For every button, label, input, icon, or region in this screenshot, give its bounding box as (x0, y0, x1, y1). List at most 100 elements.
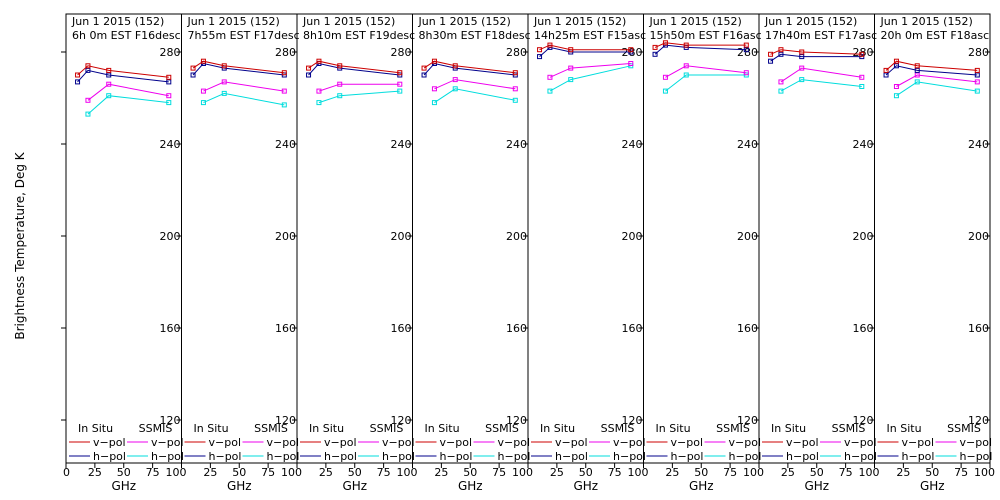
legend-in-situ-title: In Situ (425, 422, 460, 435)
y-tick-label: 120 (391, 414, 412, 427)
panel-title-time: 8h30m EST F18desc (419, 29, 531, 42)
y-tick-label: 160 (506, 322, 527, 335)
insitu-h-pol-point (893, 63, 899, 69)
ssmis-h-pol-point (337, 93, 343, 99)
ssmis-v-pol-point (221, 79, 227, 85)
insitu-h-pol-point (652, 51, 658, 57)
x-tick-label: 50 (810, 466, 824, 479)
insitu-v-pol-point (547, 42, 553, 48)
x-tick-label: 50 (694, 466, 708, 479)
y-tick-label: 280 (968, 46, 989, 59)
ssmis-h-pol-point (431, 100, 437, 106)
ssmis-h-pol-point (859, 84, 865, 89)
legend-ssmis-v-label: v−pol (151, 436, 184, 449)
y-tick-label: 200 (737, 230, 758, 243)
x-tick-label: 25 (550, 466, 564, 479)
panels-group: Jun 1 2015 (152) 6h 0m EST F16desc 120 160 2… (61, 13, 995, 493)
x-tick-label: 25 (319, 466, 333, 479)
insitu-v-pol-point (768, 51, 774, 57)
insitu-h-pol-line (77, 69, 169, 83)
panel-3: Jun 1 2015 (152)8h10m EST F19desc 120 160 2… (292, 13, 418, 493)
insitu-v-pol-point (166, 74, 172, 80)
ssmis-v-pol-point (628, 61, 634, 66)
x-axis-label: GHz (689, 479, 714, 493)
y-tick-label: 120 (853, 414, 874, 427)
panel-4: Jun 1 2015 (152)8h30m EST F18desc 120 160 2… (407, 13, 533, 493)
legend-ssmis-h-label: h−pol (729, 450, 762, 463)
insitu-v-pol-line (654, 42, 747, 48)
ssmis-h-pol-point (778, 88, 784, 94)
insitu-h-pol-point (778, 51, 784, 57)
insitu-v-pol-line (885, 60, 978, 71)
insitu-h-pol-line (770, 53, 862, 62)
y-tick-label: 120 (968, 414, 989, 427)
ssmis-v-pol-point (974, 79, 980, 85)
insitu-v-pol-point (452, 63, 458, 69)
y-tick-label: 240 (391, 138, 412, 151)
legend-ssmis-h-label: h−pol (498, 450, 531, 463)
panel-title-date: Jun 1 2015 (152) (302, 15, 395, 28)
insitu-h-pol-point (914, 67, 920, 73)
panel-title-time: 14h25m EST F15asc (534, 29, 646, 42)
legend-in-situ-title: In Situ (309, 422, 344, 435)
y-tick-label: 240 (506, 138, 527, 151)
legend-insitu-v-label: v−pol (209, 436, 242, 449)
insitu-v-pol-line (192, 60, 285, 74)
insitu-h-pol-line (308, 62, 400, 76)
legend-ssmis-h-label: h−pol (844, 450, 877, 463)
ssmis-v-pol-point (166, 93, 172, 99)
ssmis-h-pol-point (221, 90, 227, 96)
legend-ssmis-title: SSMIS (601, 422, 635, 435)
panel-7: Jun 1 2015 (152)17h40m EST F17asc 120 160 2… (754, 13, 880, 493)
x-tick-label: 50 (232, 466, 246, 479)
y-tick-label: 280 (275, 46, 296, 59)
legend-in-situ-title: In Situ (540, 422, 575, 435)
panel-title-date: Jun 1 2015 (152) (187, 15, 280, 28)
insitu-v-pol-point (883, 67, 889, 73)
ssmis-h-pol-line (318, 90, 400, 104)
legend-ssmis-title: SSMIS (254, 422, 288, 435)
legend-in-situ-title: In Situ (887, 422, 922, 435)
insitu-v-pol-point (75, 72, 81, 78)
y-tick-label: 200 (506, 230, 527, 243)
legend-ssmis-h-label: h−pol (382, 450, 415, 463)
insitu-v-pol-line (770, 49, 862, 55)
ssmis-h-pol-point (568, 77, 574, 83)
insitu-h-pol-line (885, 65, 978, 76)
panel-2: Jun 1 2015 (152)7h55m EST F17desc 120 160 2… (176, 13, 302, 493)
ssmis-v-pol-point (743, 70, 749, 76)
y-tick-label: 120 (506, 414, 527, 427)
y-tick-label: 280 (391, 46, 412, 59)
insitu-h-pol-point (190, 72, 196, 78)
insitu-h-pol-point (306, 72, 312, 78)
x-tick-label: 25 (203, 466, 217, 479)
x-tick-label: 75 (492, 466, 506, 479)
ssmis-h-pol-point (799, 77, 805, 83)
ssmis-h-pol-point (452, 86, 458, 92)
insitu-v-pol-point (106, 67, 112, 73)
ssmis-h-pol-line (549, 65, 631, 92)
legend-ssmis-v-label: v−pol (844, 436, 877, 449)
insitu-v-pol-point (337, 63, 343, 69)
legend-insitu-h-label: h−pol (902, 450, 935, 463)
ssmis-h-pol-point (662, 88, 668, 94)
ssmis-h-pol-point (914, 79, 920, 85)
insitu-v-pol-point (85, 63, 91, 69)
panel-title-time: 6h 0m EST F16desc (72, 29, 181, 42)
insitu-v-pol-point (306, 65, 312, 71)
ssmis-v-pol-point (859, 74, 865, 80)
ssmis-v-pol-line (318, 83, 400, 92)
insitu-v-pol-point (316, 58, 322, 64)
x-tick-label: 25 (896, 466, 910, 479)
legend-in-situ-title: In Situ (771, 422, 806, 435)
x-tick-label: 100 (628, 466, 649, 479)
panel-6: Jun 1 2015 (152)15h50m EST F16asc 120 160 2… (638, 13, 764, 493)
ssmis-v-pol-point (893, 84, 899, 89)
ssmis-v-pol-point (799, 65, 805, 71)
insitu-h-pol-line (423, 62, 516, 76)
legend-ssmis-title: SSMIS (716, 422, 750, 435)
x-tick-label: 75 (608, 466, 622, 479)
legend-ssmis-v-label: v−pol (267, 436, 300, 449)
legend-ssmis-v-label: v−pol (613, 436, 646, 449)
legend-in-situ-title: In Situ (78, 422, 113, 435)
